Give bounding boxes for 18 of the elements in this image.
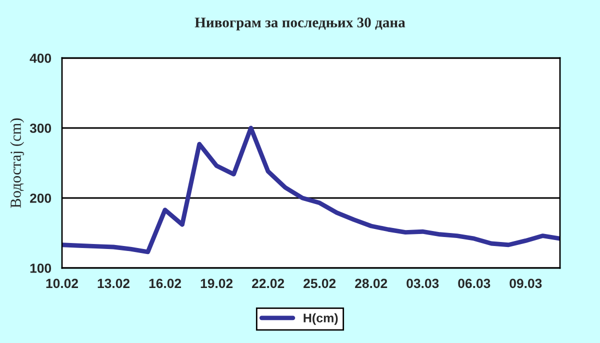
x-tick-label: 09.03	[510, 278, 542, 288]
y-tick-label: 100	[30, 264, 52, 273]
x-tick-label: 06.03	[458, 278, 490, 288]
x-tick-label: 25.02	[304, 278, 336, 288]
y-tick-label: 300	[30, 124, 52, 133]
x-tick-label: 03.03	[406, 278, 439, 288]
y-tick-label: 400	[30, 54, 52, 63]
x-tick-label: 16.02	[149, 278, 182, 288]
chart-title: Нивограм за последњих 30 дана	[194, 18, 406, 30]
x-tick-label: 13.02	[98, 278, 130, 288]
legend-label: H(cm)	[304, 313, 338, 325]
x-tick-label: 28.02	[355, 278, 388, 288]
x-tick-label: 22.02	[252, 278, 284, 288]
x-tick-label: 10.02	[46, 278, 78, 288]
line-series	[62, 126, 560, 254]
y-axis-title: Водостај (cm)	[10, 118, 24, 208]
y-tick-label: 200	[30, 194, 52, 203]
x-tick-label: 19.02	[200, 278, 233, 288]
